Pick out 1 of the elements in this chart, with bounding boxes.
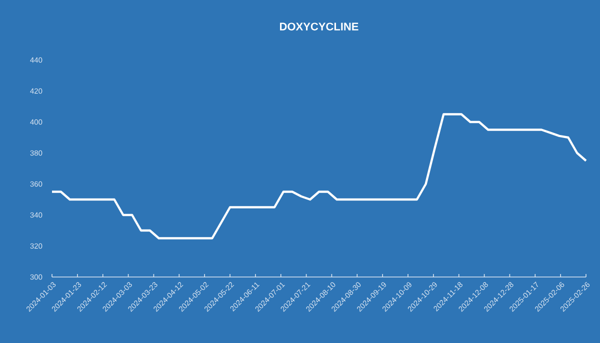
chart-title: DOXYCYCLINE (280, 22, 358, 30)
